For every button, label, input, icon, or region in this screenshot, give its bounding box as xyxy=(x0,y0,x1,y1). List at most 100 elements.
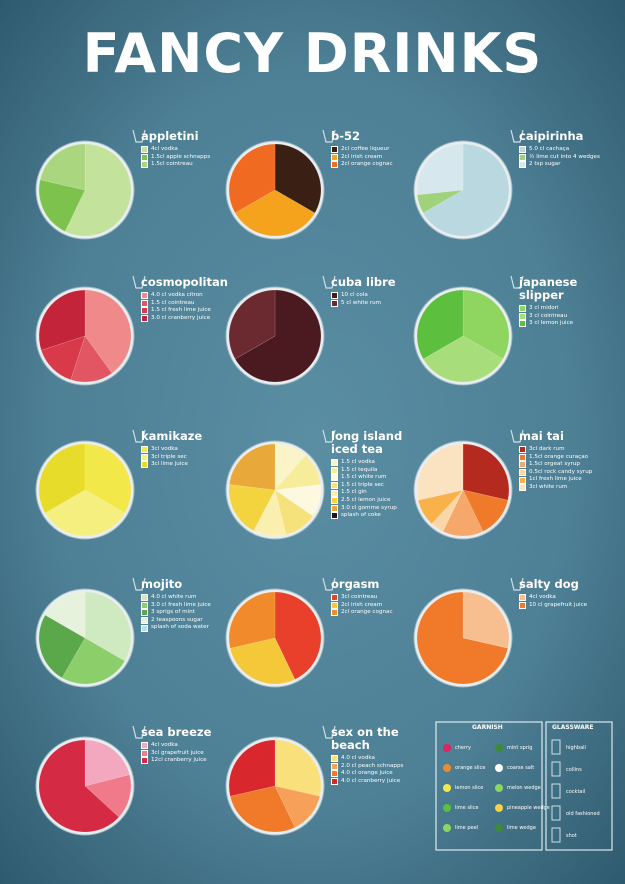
ingredient: 1.5cl apple schnapps xyxy=(141,154,233,162)
glass-icon xyxy=(551,827,561,843)
pie-slice xyxy=(38,739,120,833)
ingredient: 1.5cl orgeat syrup xyxy=(519,461,611,469)
pie-slice xyxy=(234,289,322,383)
ingredient: 3cl grapefruit juice xyxy=(141,750,233,758)
pie-slice xyxy=(274,455,321,491)
ingredient-text: 1.5 cl white rum xyxy=(341,474,387,481)
pie-slice xyxy=(274,489,314,535)
ingredient: 1.5 cl fresh lime juice xyxy=(141,307,233,315)
pie-slice xyxy=(39,143,86,191)
ingredient-swatch xyxy=(519,305,526,313)
drink-name: kamikaze xyxy=(141,429,203,443)
ingredient-swatch xyxy=(331,466,338,474)
pie-slice xyxy=(84,289,132,374)
ingredient: 2cl irish cream xyxy=(331,154,423,162)
ingredient: 1cl fresh lime juice xyxy=(519,476,611,484)
ingredient-swatch xyxy=(519,453,526,461)
drink-name: mai tai xyxy=(519,429,564,443)
ingredient: 4cl vodka xyxy=(519,594,611,602)
ingredient: 1.5 cl cointreau xyxy=(141,300,233,308)
pie-slice xyxy=(462,443,510,501)
drink-info: mai tai 3cl dark rum 1.5cl orange curaçao 1… xyxy=(519,430,611,492)
glass-icon xyxy=(132,577,146,591)
drink-info: orgasm 3cl cointreau 2cl irish cream 2cl or… xyxy=(331,578,423,617)
ingredient-text: 5.0 cl cachaça xyxy=(529,146,570,152)
ingredient: 2cl orange cognac xyxy=(331,161,423,169)
ingredient: 3.0 cl fresh lime juice xyxy=(141,602,233,610)
pie-slice xyxy=(274,739,322,797)
ingredient-text: 10 cl cola xyxy=(341,292,368,298)
ingredient-swatch xyxy=(331,770,338,778)
glass-icon xyxy=(551,739,561,755)
ingredient-swatch xyxy=(331,299,338,307)
garnish-title: GARNISH xyxy=(472,724,503,731)
ingredient: 5 cl white rum xyxy=(331,300,423,308)
ingredient: 3cl white rum xyxy=(519,484,611,492)
ingredient: 1.5 cl gin xyxy=(331,489,423,497)
ingredient-text: 2cl irish cream xyxy=(341,601,383,608)
pie-slice xyxy=(84,591,132,662)
ingredient-swatch xyxy=(331,762,338,770)
ingredient: 4cl vodka xyxy=(141,742,233,750)
pie-slice xyxy=(61,637,126,685)
ingredient-swatch xyxy=(519,161,526,169)
ingredient-swatch xyxy=(141,292,148,300)
ingredient: 1.5 cl triple sec xyxy=(331,482,423,490)
ingredient-swatch xyxy=(331,292,338,300)
drink-name: sex on the beach xyxy=(331,725,399,752)
ingredient-swatch xyxy=(331,601,338,609)
drink-name: cosmopolitan xyxy=(141,275,228,289)
garnish-label: melon wedge xyxy=(507,785,541,791)
pie-slice xyxy=(274,143,322,214)
drink-name: appletini xyxy=(141,129,199,143)
ingredient-swatch xyxy=(141,757,148,765)
ingredient-swatch xyxy=(519,461,526,469)
glassware-label: highball xyxy=(566,745,586,751)
ingredient-swatch xyxy=(519,469,526,477)
drink-name: japanese slipper xyxy=(519,275,578,302)
glass-icon xyxy=(510,129,524,143)
ingredient-text: ½ lime cut into 4 wedges xyxy=(529,153,600,160)
ingredient: ½ lime cut into 4 wedges xyxy=(519,154,611,162)
ingredient: 1.5 cl tequila xyxy=(331,467,423,475)
glass-icon xyxy=(510,275,524,289)
ingredient-text: 2cl irish cream xyxy=(341,153,383,160)
ingredient-text: 0.5cl rock candy syrup xyxy=(529,468,593,475)
ingredient-text: 12cl cranberry juice xyxy=(151,757,207,764)
glass-icon xyxy=(132,275,146,289)
ingredient-text: 1.5 cl triple sec xyxy=(341,481,384,488)
pie-slice xyxy=(422,143,510,237)
ingredient-swatch xyxy=(141,307,148,315)
ingredient-text: 10 cl grapefruit juice xyxy=(529,601,588,608)
pie-slice xyxy=(274,785,321,828)
ingredient: 2 teaspoons sugar xyxy=(141,617,233,625)
ingredient-text: 3cl white rum xyxy=(529,483,568,490)
ingredient-swatch xyxy=(141,609,148,617)
drink-name: long island iced tea xyxy=(331,429,403,456)
pie-slice xyxy=(274,443,306,491)
ingredient-text: 1.5cl orgeat syrup xyxy=(529,461,580,468)
pie-slice xyxy=(229,637,296,685)
ingredient-swatch xyxy=(331,459,338,467)
ingredient-swatch xyxy=(519,146,526,154)
pie-slice xyxy=(44,489,126,537)
drink-info: kamikaze 3cl vodka 3cl triple sec 3cl lime … xyxy=(141,430,233,469)
ingredient: 3cl dark rum xyxy=(519,446,611,454)
ingredient-text: 3.0 cl cranberry juice xyxy=(151,314,211,321)
drink-info: caipirinha 5.0 cl cachaça ½ lime cut into … xyxy=(519,130,611,169)
ingredient: 3cl lime juice xyxy=(141,461,233,469)
glass-icon xyxy=(132,725,146,739)
ingredient: 4.0 cl vodka xyxy=(331,755,423,763)
ingredient-text: 3cl triple sec xyxy=(151,453,187,460)
pie-slice xyxy=(228,739,276,797)
garnish-label: pineapple wedge xyxy=(507,805,550,811)
drink-info: cuba libre 10 cl cola 5 cl white rum xyxy=(331,276,423,307)
ingredient-swatch xyxy=(141,749,148,757)
drink-info: sea breeze 4cl vodka 3cl grapefruit juice 1… xyxy=(141,726,233,765)
garnish-label: mint sprig xyxy=(507,745,533,751)
ingredient-text: 2 tsp sugar xyxy=(529,161,561,168)
ingredient: splash of soda water xyxy=(141,624,233,632)
glass-icon xyxy=(510,429,524,443)
